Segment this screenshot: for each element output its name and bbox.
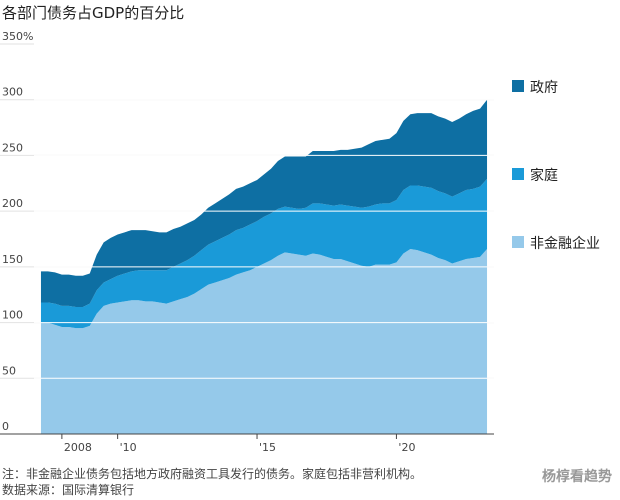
x-axis: 2008 '10 '15 '20 [0,433,494,454]
watermark: 杨椁看趋势 [542,469,612,485]
legend-label-nonfinancial: 非金融企业 [530,235,600,252]
chart-source: 数据来源：国际清算银行 [2,483,135,497]
y-tick-label: 250 [2,141,23,154]
y-tick-label: 200 [2,197,23,210]
x-tick-label: '10 [120,441,137,454]
legend-swatch-government [512,80,524,92]
area-household [40,178,488,329]
y-axis: 0 50 100 150 200 250 300 350% [2,30,33,433]
y-tick-label: 300 [2,86,23,99]
x-tick-label: '15 [259,441,276,454]
x-tick-label: '20 [398,441,415,454]
chart-title: 各部门债务占GDP的百分比 [2,4,185,22]
area-government [40,99,488,307]
x-tick-label: 2008 [64,441,92,454]
legend-label-government: 政府 [530,80,558,96]
y-tick-label: 50 [2,364,16,377]
area-series [40,99,488,434]
y-tick-label: 100 [2,309,23,322]
legend-swatch-household [512,168,524,180]
chart-note: 注：非金融企业债务包括地方政府融资工具发行的债务。家庭包括非营利机构。 [2,467,423,481]
legend-label-household: 家庭 [530,167,558,184]
y-tick-label: 0 [2,420,9,433]
area-nonfinancial [40,249,488,434]
y-tick-label: 150 [2,253,23,266]
grid-overlay [34,43,494,379]
y-tick-label: 350% [2,30,33,43]
legend-swatch-nonfinancial [512,236,524,248]
